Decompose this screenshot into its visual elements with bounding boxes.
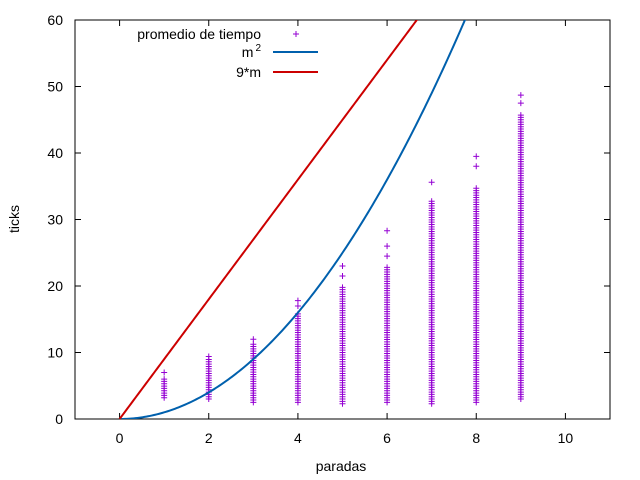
x-tick-label: 4 [294,430,302,446]
scatter-point [384,264,391,271]
scatter-point [294,297,301,304]
y-tick-label: 60 [47,12,63,28]
x-tick-label: 10 [558,430,574,446]
series-line-m-squared [119,20,467,419]
scatter-point [517,100,524,107]
scatter-point [473,153,480,160]
x-tick-label: 8 [472,430,480,446]
x-tick-label: 6 [383,430,391,446]
series-line-9m [118,20,419,419]
scatter-point [384,227,391,234]
legend-marker-promedio [293,31,299,37]
y-tick-label: 0 [55,411,63,427]
x-axis-ticks: 0 2 4 6 8 10 [116,20,574,446]
scatter-point [294,302,301,309]
legend-label-9m: 9*m [236,64,261,80]
y-tick-label: 30 [47,212,63,228]
scatter-point [339,263,346,270]
y-axis-label: ticks [6,205,22,233]
x-tick-label: 2 [205,430,213,446]
x-axis-label: paradas [316,458,367,474]
scatter-point [339,273,346,280]
legend-label-m-base: m [242,44,254,60]
scatter-point [384,253,391,260]
scatter-series [161,92,524,407]
legend-label-m-sup: 2 [255,43,261,54]
y-axis-ticks: 0 10 20 30 40 50 60 [47,12,610,427]
scatter-point [205,353,212,360]
scatter-point [161,376,168,383]
scatter-point [517,92,524,99]
scatter-point [473,163,480,170]
x-tick-label: 0 [116,430,124,446]
legend-label-promedio: promedio de tiempo [137,26,261,42]
y-tick-label: 20 [47,278,63,294]
y-tick-label: 40 [47,145,63,161]
scatter-point [339,284,346,291]
scatter-point [250,336,257,343]
y-tick-label: 10 [47,345,63,361]
scatter-point [384,243,391,250]
scatter-point [428,179,435,186]
scatter-point [161,369,168,376]
scatter-point [473,185,480,192]
y-tick-label: 50 [47,79,63,95]
legend-scatter-point [293,31,299,37]
scatter-point [428,198,435,205]
scatter-point [517,112,524,119]
